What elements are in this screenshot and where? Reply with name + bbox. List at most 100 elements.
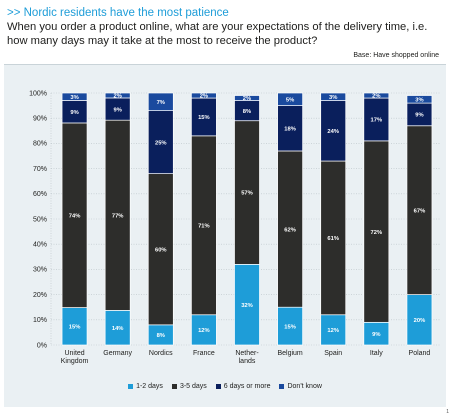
data-label: 74% [69, 213, 81, 219]
x-tick-label: Spain [324, 350, 342, 357]
bar-segment [61, 307, 88, 346]
data-label: 17% [371, 118, 383, 124]
y-tick-label: 0% [37, 342, 47, 349]
bar-segment [104, 92, 131, 99]
y-tick-label: 60% [33, 191, 47, 198]
bar-segment [234, 120, 260, 265]
x-tick-label: Germany [103, 350, 132, 357]
y-tick-label: 20% [33, 292, 47, 299]
data-label: 2% [113, 94, 121, 100]
bar-segment [406, 95, 433, 104]
data-label: 57% [241, 191, 253, 197]
x-tick-label: United [64, 350, 84, 357]
bar-segment [191, 97, 217, 137]
bar-segment [234, 264, 260, 346]
x-tick-label: Belgium [277, 350, 302, 357]
legend-swatch [215, 384, 221, 389]
bar-segment [147, 92, 174, 111]
y-tick-label: 70% [33, 166, 47, 173]
data-label: 60% [155, 247, 167, 253]
y-tick-label: 100% [29, 90, 47, 97]
page-number: 1 [446, 409, 449, 415]
legend-label: Don't know [287, 383, 322, 390]
data-label: 77% [112, 213, 124, 219]
y-tick-label: 30% [33, 267, 47, 274]
bar-segment [363, 92, 390, 99]
chart-panel: 0% 10% 20% 30% 40% 50% 60% 70% 80% 90% 100% 15% 74% 9… [4, 64, 446, 407]
chart-question: When you order a product online, what ar… [7, 21, 428, 47]
data-label: 9% [372, 332, 380, 338]
legend-label: 6 days or more [223, 383, 271, 390]
bar-segment [104, 119, 131, 311]
bar-segment [191, 135, 217, 316]
bar-segment [363, 140, 390, 323]
x-tick-label: Nordics [149, 350, 173, 357]
bar-segment [406, 294, 433, 346]
legend-swatch [128, 384, 134, 389]
chart-header: >> Nordic residents have the most patien… [7, 6, 447, 48]
y-tick-label: 40% [33, 242, 47, 249]
bar-segment [61, 122, 88, 308]
y-tick-label: 10% [33, 317, 47, 324]
bar-segment [147, 173, 174, 326]
data-label: 62% [284, 227, 296, 233]
bar-segment [320, 160, 347, 316]
chart-legend: 1-2 days 3-5 days 6 days or more Don't know [4, 383, 446, 390]
x-tick-label: Kingdom [61, 358, 89, 365]
y-tick-label: 80% [33, 141, 47, 148]
legend-swatch [279, 384, 285, 389]
data-label: 25% [155, 140, 167, 146]
bar-segment [277, 150, 303, 308]
x-tick-label: France [193, 350, 215, 357]
data-label: 9% [70, 110, 78, 116]
data-label: 72% [371, 230, 383, 236]
chart-kicker: >> Nordic residents have the most patien… [7, 7, 229, 19]
bar-segment [406, 125, 433, 295]
data-label: 12% [327, 328, 339, 334]
data-label: 61% [327, 236, 339, 242]
legend-item: 6 days or more [215, 383, 271, 390]
bar-segment [61, 92, 88, 101]
legend-item: 3-5 days [171, 383, 207, 390]
bar-segment [191, 92, 217, 99]
x-tick-label: lands [239, 358, 256, 365]
data-label: 15% [198, 115, 210, 121]
x-tick-label: Italy [370, 350, 383, 357]
data-label: 3% [329, 95, 337, 101]
data-label: 3% [415, 98, 423, 104]
data-label: 32% [241, 303, 253, 309]
legend-label: 1-2 days [136, 383, 163, 390]
y-tick-label: 90% [33, 116, 47, 123]
bar-segment [147, 110, 174, 174]
bar-segment [191, 314, 217, 346]
x-tick-label: Nether- [235, 350, 259, 357]
bar-segment [320, 314, 347, 346]
bar-segment [320, 92, 347, 101]
data-label: 18% [284, 126, 296, 132]
y-tick-label: 50% [33, 216, 47, 223]
data-label: 14% [112, 326, 124, 332]
data-label: 20% [414, 318, 426, 324]
bar-segment [277, 92, 303, 106]
bar-segment [234, 95, 260, 101]
data-label: 3% [70, 95, 78, 101]
legend-item: 1-2 days [128, 383, 163, 390]
data-label: 8% [157, 333, 165, 339]
data-label: 15% [69, 324, 81, 330]
data-label: 12% [198, 328, 210, 334]
data-label: 9% [415, 113, 423, 119]
bar-segment [277, 306, 303, 346]
data-label: 71% [198, 224, 210, 230]
data-label: 7% [157, 100, 165, 106]
legend-label: 3-5 days [179, 383, 207, 390]
data-label: 9% [113, 107, 121, 113]
x-tick-label: Poland [409, 350, 431, 357]
stacked-bar-chart: 0% 10% 20% 30% 40% 50% 60% 70% 80% 90% 100% 15% 74% 9… [29, 90, 441, 365]
data-label: 67% [414, 208, 426, 214]
legend-item: Don't know [279, 383, 322, 390]
data-label: 24% [327, 129, 339, 135]
data-label: 8% [243, 109, 251, 115]
data-label: 15% [284, 324, 296, 330]
data-label: 5% [286, 98, 294, 104]
bar-segment [363, 97, 390, 142]
